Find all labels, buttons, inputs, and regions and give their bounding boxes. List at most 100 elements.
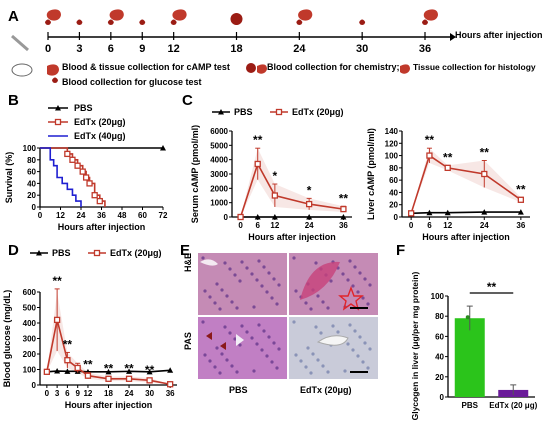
panel-label-d: D xyxy=(8,242,19,259)
cell-nucleus xyxy=(250,336,254,340)
b-x-tick-label: 24 xyxy=(77,211,86,220)
c2-x-tick-label: 36 xyxy=(516,221,525,230)
d-x-tick-label: 18 xyxy=(104,389,113,398)
cell-nucleus xyxy=(272,277,276,281)
liver-icon xyxy=(298,9,313,21)
blood-drop-icon xyxy=(422,19,428,25)
cell-nucleus xyxy=(343,369,347,373)
d-point xyxy=(64,357,71,364)
cell-nucleus xyxy=(348,259,352,263)
c2-x-axis-label: Hours after injection xyxy=(422,232,510,242)
c2-y-tick-label: 80 xyxy=(389,164,398,173)
b-point xyxy=(160,145,166,151)
legend-blood-tissue: Blood & tissue collection for cAMP test xyxy=(62,62,230,72)
cell-nucleus xyxy=(235,306,239,310)
cell-nucleus xyxy=(233,273,237,277)
d-legend-marker xyxy=(93,249,101,257)
c2-significance: ** xyxy=(443,150,453,164)
cell-nucleus xyxy=(366,302,370,306)
b-y-tick-label: 40 xyxy=(27,179,36,188)
cell-nucleus xyxy=(309,307,313,311)
d-x-tick-label: 24 xyxy=(125,389,134,398)
c2-y-tick-label: 140 xyxy=(385,127,399,136)
cell-nucleus xyxy=(267,271,271,275)
cell-nucleus xyxy=(230,300,234,304)
legend-liver-icon-2 xyxy=(257,64,267,74)
cell-nucleus xyxy=(250,272,254,276)
b-y-tick-label: 100 xyxy=(23,144,37,153)
d-point xyxy=(53,316,61,324)
c2-x-tick-label: 0 xyxy=(409,221,414,230)
col-label-pbs: PBS xyxy=(229,385,248,395)
cell-nucleus xyxy=(346,278,350,282)
timeline-hour-label: 3 xyxy=(76,43,82,55)
cell-nucleus xyxy=(353,265,357,269)
d-legend-label: PBS xyxy=(52,248,71,258)
panel-label-c: C xyxy=(182,92,193,109)
d-y-tick-label: 100 xyxy=(23,366,37,375)
c1-y-tick-label: 3000 xyxy=(210,170,228,179)
cell-nucleus xyxy=(314,325,318,329)
cell-nucleus xyxy=(262,265,266,269)
cell-nucleus xyxy=(316,358,320,362)
cell-nucleus xyxy=(329,279,333,283)
cell-nucleus xyxy=(292,320,296,324)
panel-label-a: A xyxy=(8,8,19,25)
liver-icon xyxy=(46,9,61,21)
d-x-tick-label: 9 xyxy=(75,389,80,398)
cell-nucleus xyxy=(361,296,365,300)
timeline-hour-label: 9 xyxy=(139,43,145,55)
cell-nucleus xyxy=(240,260,244,264)
cell-nucleus xyxy=(321,364,325,368)
cell-nucleus xyxy=(240,324,244,328)
timeline-hour-label: 0 xyxy=(45,43,51,55)
c2-x-tick-label: 12 xyxy=(443,221,452,230)
c2-significance: ** xyxy=(425,133,435,147)
b-x-tick-label: 60 xyxy=(138,211,147,220)
b-point xyxy=(82,174,90,181)
c1-point xyxy=(305,200,313,208)
cell-nucleus xyxy=(351,348,355,352)
cell-nucleus xyxy=(201,256,205,260)
cell-nucleus xyxy=(230,364,234,368)
d-point xyxy=(43,368,50,375)
c2-significance: ** xyxy=(516,182,526,196)
b-legend-label: EdTx (20μg) xyxy=(74,117,126,127)
liver-icon xyxy=(423,9,438,21)
c2-point xyxy=(444,209,451,216)
d-y-tick-label: 500 xyxy=(23,304,37,313)
d-point xyxy=(105,375,112,382)
f-y-tick-label: 60 xyxy=(435,332,444,341)
cell-nucleus xyxy=(208,359,212,363)
c2-significance: ** xyxy=(480,145,490,159)
c1-y-tick-label: 2000 xyxy=(210,184,228,193)
c2-y-tick-label: 100 xyxy=(385,152,399,161)
c1-y-tick-label: 0 xyxy=(224,213,229,222)
b-y-tick-label: 60 xyxy=(27,168,36,177)
c1-x-tick-label: 6 xyxy=(255,221,260,230)
cell-nucleus xyxy=(358,335,362,339)
col-label-edtx: EdTx (20μg) xyxy=(300,385,352,395)
b-y-axis-label: Survival (%) xyxy=(4,152,14,204)
f-y-tick-label: 100 xyxy=(431,292,445,301)
b-x-tick-label: 48 xyxy=(118,211,127,220)
b-legend-marker xyxy=(55,105,61,111)
d-x-tick-label: 12 xyxy=(83,389,92,398)
c2-point xyxy=(426,209,433,216)
c2-x-tick-label: 6 xyxy=(427,221,432,230)
cell-nucleus xyxy=(356,290,360,294)
timeline-hour-label: 24 xyxy=(293,43,306,55)
c1-x-tick-label: 36 xyxy=(339,221,348,230)
d-point xyxy=(84,372,92,379)
d-significance: ** xyxy=(83,358,93,372)
cell-nucleus xyxy=(223,261,227,265)
d-x-tick-label: 30 xyxy=(145,389,154,398)
c2-y-tick-label: 120 xyxy=(385,139,399,148)
legend-liver-icon xyxy=(47,64,59,76)
cell-nucleus xyxy=(275,366,279,370)
cell-nucleus xyxy=(233,337,237,341)
legend-drop-icon xyxy=(52,77,58,83)
c2-error-band xyxy=(411,148,521,214)
portal-vessel xyxy=(300,261,340,300)
